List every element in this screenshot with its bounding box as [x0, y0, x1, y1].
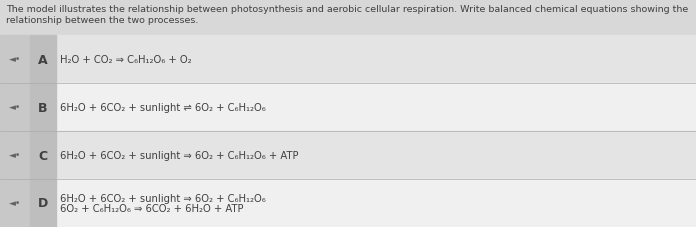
Bar: [56, 36, 696, 84]
Bar: [56, 131, 696, 179]
Text: 6H₂O + 6CO₂ + sunlight ⇒ 6O₂ + C₆H₁₂O₆: 6H₂O + 6CO₂ + sunlight ⇒ 6O₂ + C₆H₁₂O₆: [60, 193, 266, 203]
Bar: [0, 84, 30, 131]
Text: D: D: [38, 197, 48, 210]
Bar: [0, 36, 30, 84]
Text: ◄•: ◄•: [9, 199, 21, 207]
Text: 6H₂O + 6CO₂ + sunlight ⇌ 6O₂ + C₆H₁₂O₆: 6H₂O + 6CO₂ + sunlight ⇌ 6O₂ + C₆H₁₂O₆: [60, 103, 266, 113]
Text: B: B: [38, 101, 48, 114]
Bar: [0, 131, 30, 179]
Text: ◄•: ◄•: [9, 55, 21, 64]
Text: 6O₂ + C₆H₁₂O₆ ⇒ 6CO₂ + 6H₂O + ATP: 6O₂ + C₆H₁₂O₆ ⇒ 6CO₂ + 6H₂O + ATP: [60, 203, 244, 213]
Text: ◄•: ◄•: [9, 103, 21, 112]
Text: relationship between the two processes.: relationship between the two processes.: [6, 16, 198, 25]
Bar: [30, 131, 56, 179]
Text: 6H₂O + 6CO₂ + sunlight ⇒ 6O₂ + C₆H₁₂O₆ + ATP: 6H₂O + 6CO₂ + sunlight ⇒ 6O₂ + C₆H₁₂O₆ +…: [60, 150, 299, 160]
Bar: [56, 84, 696, 131]
Text: A: A: [38, 53, 48, 66]
Text: C: C: [38, 149, 47, 162]
Bar: [56, 179, 696, 227]
Bar: [0, 0, 696, 36]
Bar: [30, 36, 56, 84]
Bar: [30, 179, 56, 227]
Text: ◄•: ◄•: [9, 151, 21, 160]
Bar: [0, 179, 30, 227]
Text: The model illustrates the relationship between photosynthesis and aerobic cellul: The model illustrates the relationship b…: [6, 5, 688, 14]
Text: H₂O + CO₂ ⇒ C₆H₁₂O₆ + O₂: H₂O + CO₂ ⇒ C₆H₁₂O₆ + O₂: [60, 55, 191, 65]
Bar: [30, 84, 56, 131]
